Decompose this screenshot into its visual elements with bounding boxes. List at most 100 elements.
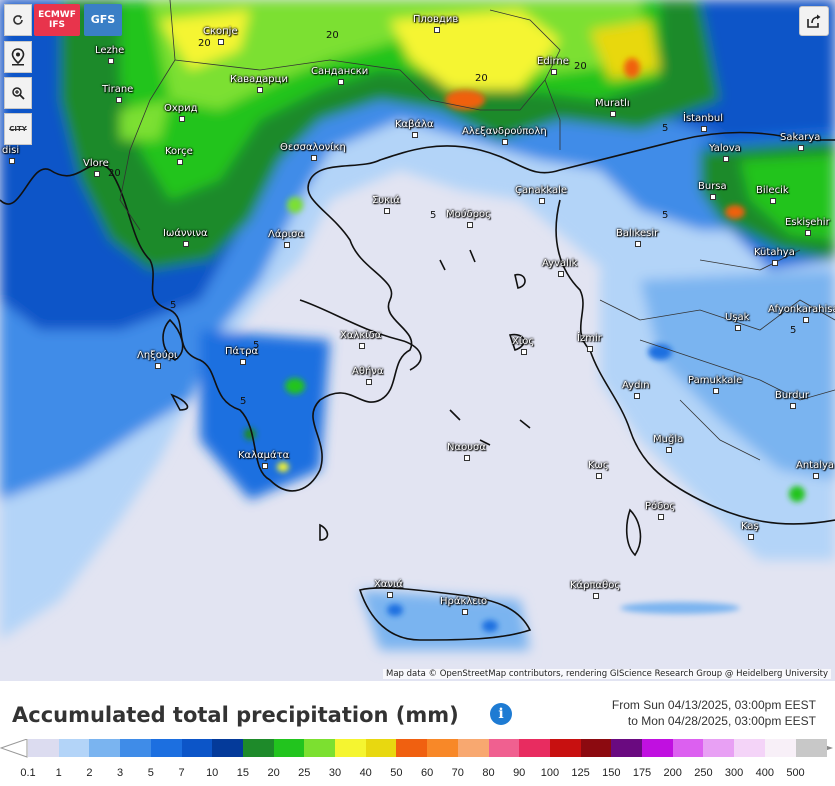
scale-swatch xyxy=(365,739,397,757)
city-label[interactable]: Καλαμάτα xyxy=(238,450,290,469)
scale-tick-label: 10 xyxy=(206,767,219,779)
city-label[interactable]: Bilecik xyxy=(756,185,789,204)
city-label[interactable]: Afyonkarahisar xyxy=(768,304,835,323)
location-pin-icon xyxy=(11,48,25,66)
city-label[interactable]: Θεσσαλονίκη xyxy=(280,142,346,161)
city-label[interactable]: Ληξούρι xyxy=(137,350,178,369)
city-label[interactable]: Burdur xyxy=(775,390,809,409)
city-toggle-label: CITY xyxy=(9,125,27,133)
city-label[interactable]: disi xyxy=(2,145,20,164)
city-label[interactable]: Ρόδος xyxy=(645,501,676,520)
city-label[interactable]: Balıkesir xyxy=(616,228,659,247)
scale-tick-label: 50 xyxy=(390,767,403,779)
legend-title: Accumulated total precipitation (mm) xyxy=(12,703,459,727)
city-label[interactable]: Ιωάννινα xyxy=(163,228,208,247)
city-label[interactable]: Ναουσα xyxy=(447,442,486,461)
city-label[interactable]: Aydın xyxy=(622,380,650,399)
city-label[interactable]: İzmir xyxy=(577,333,602,352)
scale-tick-label: 300 xyxy=(724,767,744,779)
scale-tick-label: 400 xyxy=(755,767,774,779)
city-label[interactable]: Сандански xyxy=(311,66,369,85)
city-label[interactable]: Muratlı xyxy=(595,98,630,117)
model-ecmwf-button[interactable]: ECMWF IFS xyxy=(34,4,80,36)
scale-swatch xyxy=(120,739,152,757)
city-label[interactable]: Tirane xyxy=(102,84,134,103)
city-label[interactable]: Χαλκίδα xyxy=(340,330,382,349)
city-label[interactable]: Χίος xyxy=(512,336,535,355)
city-label[interactable]: Korçe xyxy=(165,146,193,165)
city-label[interactable]: Αθήνα xyxy=(352,366,384,385)
city-label[interactable]: Ηράκλειο xyxy=(440,596,488,615)
city-label[interactable]: Sakarya xyxy=(780,132,821,151)
city-label[interactable]: Çanakkale xyxy=(515,185,568,204)
city-label[interactable]: Antalya xyxy=(796,460,835,479)
city-label[interactable]: Muğla xyxy=(653,434,684,453)
scale-swatch xyxy=(335,739,367,757)
city-label[interactable]: Pamukkale xyxy=(688,375,743,394)
contour-label: 5 xyxy=(253,340,260,351)
city-label[interactable]: Пловдив xyxy=(413,14,459,33)
city-label[interactable]: Lezhe xyxy=(95,45,125,64)
scale-swatch xyxy=(795,739,827,757)
scale-swatch xyxy=(611,739,643,757)
model-gfs-button[interactable]: GFS xyxy=(84,4,122,36)
scale-swatch xyxy=(150,739,182,757)
scale-tick-label: 30 xyxy=(328,767,342,779)
city-label[interactable]: Kaş xyxy=(741,521,759,540)
city-toggle-button[interactable]: CITY xyxy=(4,113,32,145)
city-label[interactable]: Vlore xyxy=(83,158,109,177)
scale-swatch xyxy=(58,739,90,757)
city-label[interactable]: Πάτρα xyxy=(225,346,259,365)
scale-tick-label: 15 xyxy=(236,767,250,779)
city-label[interactable]: Yalova xyxy=(709,143,741,162)
color-scale xyxy=(0,739,835,759)
city-label[interactable]: Συκιά xyxy=(372,195,400,214)
contour-label: 5 xyxy=(790,325,797,336)
zoom-button[interactable] xyxy=(4,77,32,109)
scale-tick-label: 25 xyxy=(298,767,311,779)
city-label[interactable]: Скопје xyxy=(203,26,238,45)
scale-swatch xyxy=(488,739,520,757)
scale-swatch xyxy=(642,739,674,757)
scale-tick-label: 250 xyxy=(694,767,713,779)
scale-tick-label: 125 xyxy=(571,767,590,779)
scale-tick-label: 1 xyxy=(55,767,62,779)
city-label[interactable]: Κως xyxy=(588,460,609,479)
scale-swatch xyxy=(672,739,704,757)
city-label[interactable]: Αλεξανδρούπολη xyxy=(462,126,547,145)
scale-swatch xyxy=(304,739,336,757)
city-label[interactable]: İstanbul xyxy=(683,113,724,132)
city-label[interactable]: Λάρισα xyxy=(268,229,305,248)
city-label[interactable]: Kütahya xyxy=(754,247,795,266)
scale-swatch xyxy=(212,739,244,757)
contour-label: 20 xyxy=(574,61,587,72)
location-button[interactable] xyxy=(4,41,32,73)
share-button[interactable] xyxy=(799,6,829,36)
info-icon[interactable]: i xyxy=(490,703,512,725)
scale-tick-label: 2 xyxy=(86,767,93,779)
scale-tick-label: 3 xyxy=(117,767,124,779)
scale-swatch xyxy=(519,739,551,757)
city-label[interactable]: Кавадарци xyxy=(230,74,288,93)
contour-label: 20 xyxy=(198,38,211,49)
city-label[interactable]: Καβάλα xyxy=(395,119,434,138)
map-attribution[interactable]: Map data © OpenStreetMap contributors, r… xyxy=(383,669,831,679)
scale-swatch xyxy=(89,739,121,757)
contour-label: 5 xyxy=(170,300,177,311)
precipitation-map[interactable]: 20 20 20 20 20 5 5 5 5 5 5 5 Скопје Плов… xyxy=(0,0,835,681)
city-label[interactable]: Κάρπαθος xyxy=(570,580,621,599)
scale-tick-label: 20 xyxy=(267,767,280,779)
city-label[interactable]: Bursa xyxy=(698,181,727,200)
city-label[interactable]: Μούδρος xyxy=(446,209,491,228)
scale-swatch xyxy=(703,739,735,757)
refresh-icon xyxy=(13,15,23,25)
refresh-button[interactable] xyxy=(4,4,32,36)
city-label[interactable]: Eskişehir xyxy=(785,217,830,236)
city-label[interactable]: Охрид xyxy=(164,103,198,122)
city-label[interactable]: Uşak xyxy=(725,312,750,331)
scale-tick-label: 70 xyxy=(451,767,464,779)
scale-swatch xyxy=(427,739,459,757)
city-label[interactable]: Edirne xyxy=(537,56,569,75)
city-label[interactable]: Ayvalık xyxy=(542,258,578,277)
city-label[interactable]: Χανιά xyxy=(374,579,404,598)
